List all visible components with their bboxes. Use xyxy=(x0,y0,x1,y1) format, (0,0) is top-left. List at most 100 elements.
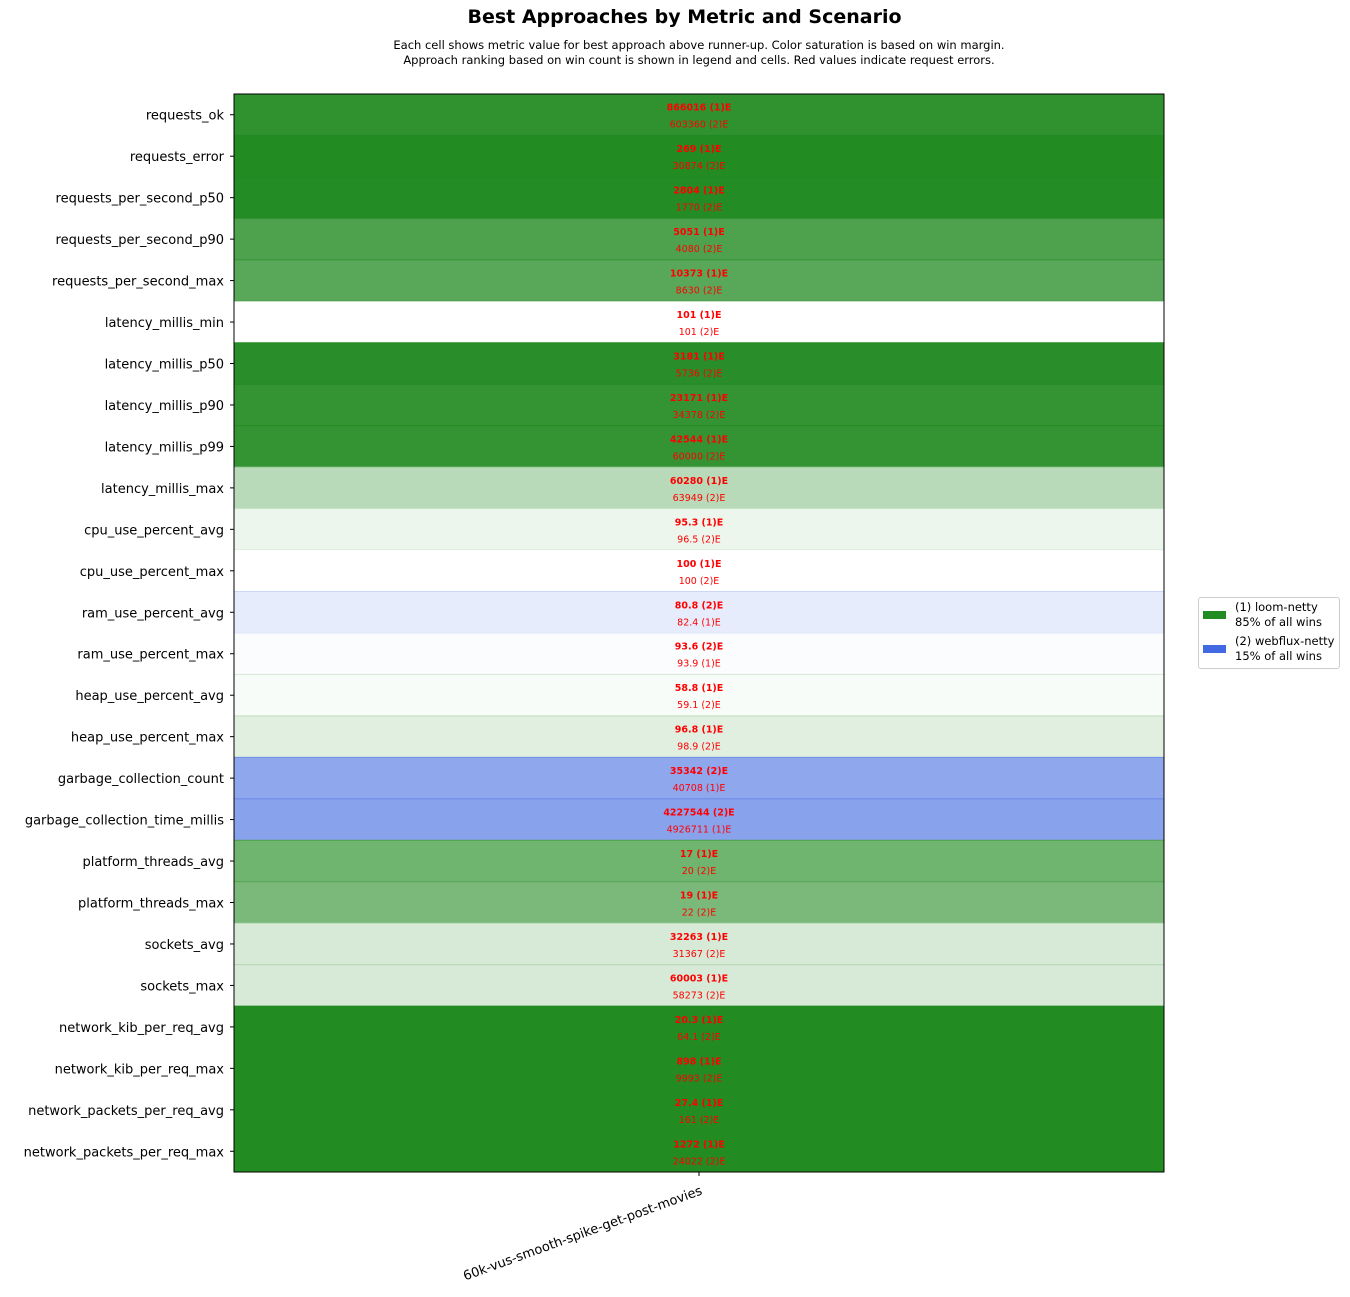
heatmap-cell xyxy=(233,591,1165,634)
cell-best-value: 5051 (1)E xyxy=(673,227,725,238)
cell-best-value: 898 (1)E xyxy=(677,1056,722,1067)
y-tick-label: garbage_collection_count xyxy=(58,772,224,787)
heatmap-cell xyxy=(233,176,1165,219)
y-tick-label: platform_threads_avg xyxy=(82,855,224,870)
cell-runner-up-value: 161 (2)E xyxy=(679,1115,720,1126)
y-tick-label: sockets_max xyxy=(140,979,224,994)
y-tick-label: requests_per_second_max xyxy=(52,275,224,290)
heatmap-cell xyxy=(233,715,1165,758)
y-tick-label: network_packets_per_req_avg xyxy=(28,1104,224,1119)
heatmap-cell xyxy=(233,798,1165,841)
cell-best-value: 3181 (1)E xyxy=(673,352,725,363)
y-tick-label: requests_error xyxy=(130,150,225,165)
cell-best-value: 32263 (1)E xyxy=(670,932,728,943)
cell-best-value: 100 (1)E xyxy=(677,559,722,570)
cell-runner-up-value: 101 (2)E xyxy=(679,327,720,338)
y-tick-label: platform_threads_max xyxy=(78,897,224,912)
x-tick-label: 60k-vus-smooth-spike-get-post-movies xyxy=(461,1184,704,1285)
y-tick-label: network_kib_per_req_max xyxy=(55,1062,225,1077)
cell-runner-up-value: 22 (2)E xyxy=(682,908,717,919)
cell-runner-up-value: 4080 (2)E xyxy=(676,244,723,255)
cell-runner-up-value: 8630 (2)E xyxy=(676,286,723,297)
cell-best-value: 17 (1)E xyxy=(680,849,718,860)
cell-best-value: 27.4 (1)E xyxy=(675,1098,724,1109)
chart-title: Best Approaches by Metric and Scenario xyxy=(467,6,902,28)
cell-runner-up-value: 40708 (1)E xyxy=(673,783,726,794)
y-tick-label: heap_use_percent_max xyxy=(71,731,224,746)
cell-runner-up-value: 93.9 (1)E xyxy=(677,659,721,670)
cell-best-value: 19 (1)E xyxy=(680,891,718,902)
cell-runner-up-value: 63949 (2)E xyxy=(673,493,726,504)
cell-runner-up-value: 1770 (2)E xyxy=(676,203,723,214)
cell-runner-up-value: 20 (2)E xyxy=(682,866,717,877)
cell-runner-up-value: 82.4 (1)E xyxy=(677,617,721,628)
cell-best-value: 269 (1)E xyxy=(677,144,722,155)
legend: (1) loom-netty 85% of all wins (2) webfl… xyxy=(1198,597,1340,669)
y-tick-label: latency_millis_min xyxy=(105,316,224,331)
cell-best-value: 42544 (1)E xyxy=(670,434,728,445)
cell-runner-up-value: 34378 (2)E xyxy=(673,410,726,421)
y-tick-label: cpu_use_percent_max xyxy=(80,565,225,580)
legend-swatch-loom-netty xyxy=(1203,611,1226,619)
y-tick-label: latency_millis_max xyxy=(101,482,224,497)
heatmap-cell xyxy=(233,632,1165,675)
legend-item-loom-netty: (1) loom-netty 85% of all wins xyxy=(1203,600,1322,630)
cell-best-value: 80.8 (2)E xyxy=(675,600,724,611)
cell-best-value: 95.3 (1)E xyxy=(675,517,724,528)
cell-runner-up-value: 5736 (2)E xyxy=(676,369,723,380)
heatmap-cell xyxy=(233,964,1165,1007)
cell-runner-up-value: 603360 (2)E xyxy=(670,120,729,131)
heatmap-cell xyxy=(233,93,1165,136)
cell-runner-up-value: 100 (2)E xyxy=(679,576,720,587)
cell-best-value: 20.3 (1)E xyxy=(675,1015,724,1026)
y-tick-label: garbage_collection_time_millis xyxy=(25,814,224,829)
legend-item-webflux-netty: (2) webflux-netty 15% of all wins xyxy=(1203,634,1334,664)
cell-best-value: 35342 (2)E xyxy=(670,766,728,777)
y-tick-label: network_kib_per_req_avg xyxy=(59,1021,224,1036)
cell-best-value: 4227544 (2)E xyxy=(663,808,734,819)
cell-best-value: 93.6 (2)E xyxy=(675,642,724,653)
y-tick-label: requests_ok xyxy=(146,109,225,124)
cell-best-value: 58.8 (1)E xyxy=(675,683,724,694)
cell-best-value: 96.8 (1)E xyxy=(675,725,724,736)
cell-runner-up-value: 24022 (2)E xyxy=(673,1156,726,1167)
cell-best-value: 1272 (1)E xyxy=(673,1139,725,1150)
cell-best-value: 60003 (1)E xyxy=(670,973,728,984)
y-tick-label: requests_per_second_p90 xyxy=(56,233,224,248)
y-tick-label: latency_millis_p50 xyxy=(105,358,224,373)
cell-runner-up-value: 64.1 (2)E xyxy=(677,1032,721,1043)
cell-runner-up-value: 60000 (2)E xyxy=(673,451,726,462)
y-tick-label: latency_millis_p99 xyxy=(105,440,224,455)
heatmap-cell xyxy=(234,550,1164,592)
y-tick-label: heap_use_percent_avg xyxy=(75,689,224,704)
legend-label-webflux-netty: (2) webflux-netty xyxy=(1235,634,1335,648)
heatmap-cell xyxy=(233,383,1165,427)
cell-best-value: 866016 (1)E xyxy=(667,103,732,114)
y-tick-label: ram_use_percent_avg xyxy=(82,606,224,621)
y-tick-label: sockets_avg xyxy=(145,938,224,953)
cell-runner-up-value: 31367 (2)E xyxy=(673,949,726,960)
cell-best-value: 2804 (1)E xyxy=(673,186,725,197)
heatmap-cell xyxy=(234,301,1164,343)
chart-subtitle-line-2: Approach ranking based on win count is s… xyxy=(403,53,995,67)
cell-runner-up-value: 9993 (2)E xyxy=(676,1073,723,1084)
y-tick-label: cpu_use_percent_avg xyxy=(84,523,224,538)
heatmap-cell xyxy=(233,839,1165,883)
cell-runner-up-value: 96.5 (2)E xyxy=(677,534,721,545)
heatmap-cell xyxy=(233,466,1165,510)
heatmap-cell xyxy=(233,673,1165,717)
cell-runner-up-value: 4926711 (1)E xyxy=(667,825,732,836)
y-tick-label: requests_per_second_p50 xyxy=(56,192,224,207)
heatmap-cell xyxy=(233,881,1165,924)
cell-runner-up-value: 58273 (2)E xyxy=(673,990,726,1001)
cell-runner-up-value: 98.9 (2)E xyxy=(677,742,721,753)
cell-best-value: 10373 (1)E xyxy=(670,269,728,280)
heatmap-cell xyxy=(233,1130,1165,1173)
y-tick-label: latency_millis_p90 xyxy=(105,399,224,414)
chart-subtitle-line-1: Each cell shows metric value for best ap… xyxy=(393,38,1005,52)
y-tick-label: ram_use_percent_max xyxy=(77,648,224,663)
legend-swatch-webflux-netty xyxy=(1203,645,1226,653)
cell-runner-up-value: 59.1 (2)E xyxy=(677,700,721,711)
legend-label-loom-netty: (1) loom-netty xyxy=(1235,600,1318,614)
